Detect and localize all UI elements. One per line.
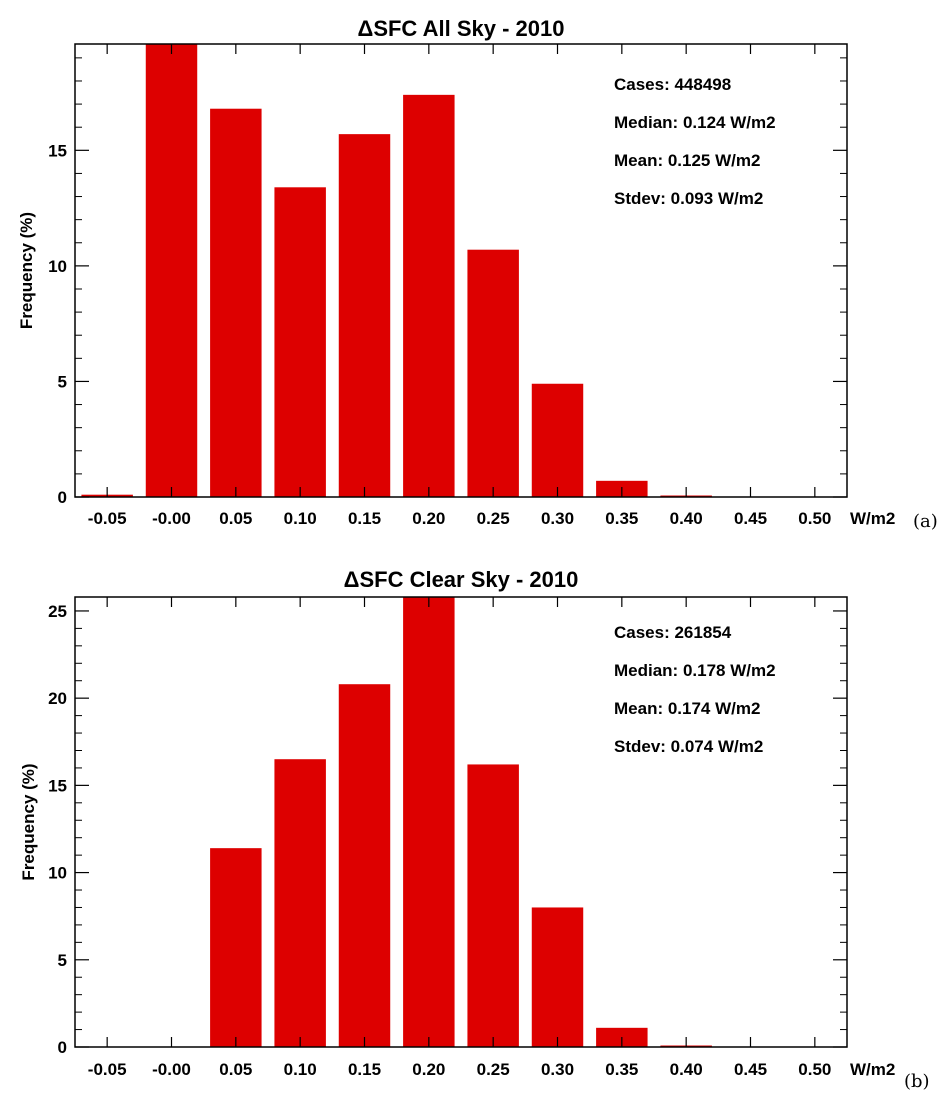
y-tick-label: 5 — [58, 951, 67, 970]
x-tick-label: -0.05 — [88, 1060, 127, 1079]
x-tick-label: 0.35 — [605, 509, 638, 528]
plot-frame — [74, 43, 848, 498]
bar — [210, 108, 262, 497]
x-tick-label: 0.15 — [348, 509, 381, 528]
y-tick-label: 15 — [48, 776, 67, 795]
x-tick-label: -0.00 — [152, 1060, 191, 1079]
stat-annotation: Cases: 448498 — [614, 75, 731, 94]
stat-annotation: Mean: 0.125 W/m2 — [614, 151, 760, 170]
bar — [338, 134, 391, 497]
y-axis-label: Frequency (%) — [17, 212, 36, 329]
bar — [274, 759, 326, 1047]
y-axis-label: Frequency (%) — [19, 763, 38, 880]
x-tick-label: 0.05 — [219, 1060, 252, 1079]
x-tick-label: 0.25 — [477, 1060, 510, 1079]
y-tick-label: 0 — [58, 488, 67, 507]
x-tick-label: 0.30 — [541, 1060, 574, 1079]
bar — [531, 383, 584, 497]
x-tick-label: 0.30 — [541, 509, 574, 528]
bar — [403, 94, 455, 498]
chart-title: ΔSFC All Sky - 2010 — [358, 16, 565, 41]
stat-annotation: Cases: 261854 — [614, 623, 732, 642]
panel-label: (a) — [913, 511, 938, 532]
stat-annotation: Mean: 0.174 W/m2 — [614, 699, 760, 718]
x-tick-label: 0.35 — [605, 1060, 638, 1079]
x-tick-label: 0.45 — [734, 509, 767, 528]
bar — [467, 249, 519, 497]
plot-frame — [74, 596, 848, 1048]
stat-annotation: Median: 0.124 W/m2 — [614, 113, 776, 132]
x-tick-label: -0.05 — [88, 509, 127, 528]
bar — [210, 848, 262, 1047]
y-tick-label: 25 — [48, 602, 67, 621]
stat-annotation: Median: 0.178 W/m2 — [614, 661, 776, 680]
y-tick-label: 20 — [48, 689, 67, 708]
x-tick-label: 0.40 — [670, 1060, 703, 1079]
x-tick-label: 0.50 — [798, 509, 831, 528]
bar — [467, 764, 519, 1047]
stat-annotation: Stdev: 0.074 W/m2 — [614, 737, 763, 756]
x-tick-label: 0.10 — [284, 1060, 317, 1079]
y-tick-label: 0 — [58, 1038, 67, 1057]
x-tick-label: 0.40 — [670, 509, 703, 528]
bar — [145, 44, 198, 497]
y-tick-label: 5 — [58, 372, 67, 391]
bar — [403, 597, 455, 1047]
x-tick-label: 0.50 — [798, 1060, 831, 1079]
x-tick-label: -0.00 — [152, 509, 191, 528]
stat-annotation: Stdev: 0.093 W/m2 — [614, 189, 763, 208]
x-axis-unit: W/m2 — [850, 1060, 895, 1079]
x-tick-label: 0.10 — [284, 509, 317, 528]
chart-title: ΔSFC Clear Sky - 2010 — [344, 567, 579, 592]
x-tick-label: 0.45 — [734, 1060, 767, 1079]
x-tick-label: 0.05 — [219, 509, 252, 528]
panel-label: (b) — [904, 1071, 930, 1092]
y-tick-label: 10 — [48, 864, 67, 883]
x-axis-unit: W/m2 — [850, 509, 895, 528]
x-tick-label: 0.20 — [412, 509, 445, 528]
bar — [531, 907, 584, 1047]
y-tick-label: 10 — [48, 257, 67, 276]
bar — [274, 187, 326, 498]
x-tick-label: 0.15 — [348, 1060, 381, 1079]
x-tick-label: 0.25 — [477, 509, 510, 528]
bar — [338, 684, 391, 1047]
y-tick-label: 15 — [48, 141, 67, 160]
x-tick-label: 0.20 — [412, 1060, 445, 1079]
